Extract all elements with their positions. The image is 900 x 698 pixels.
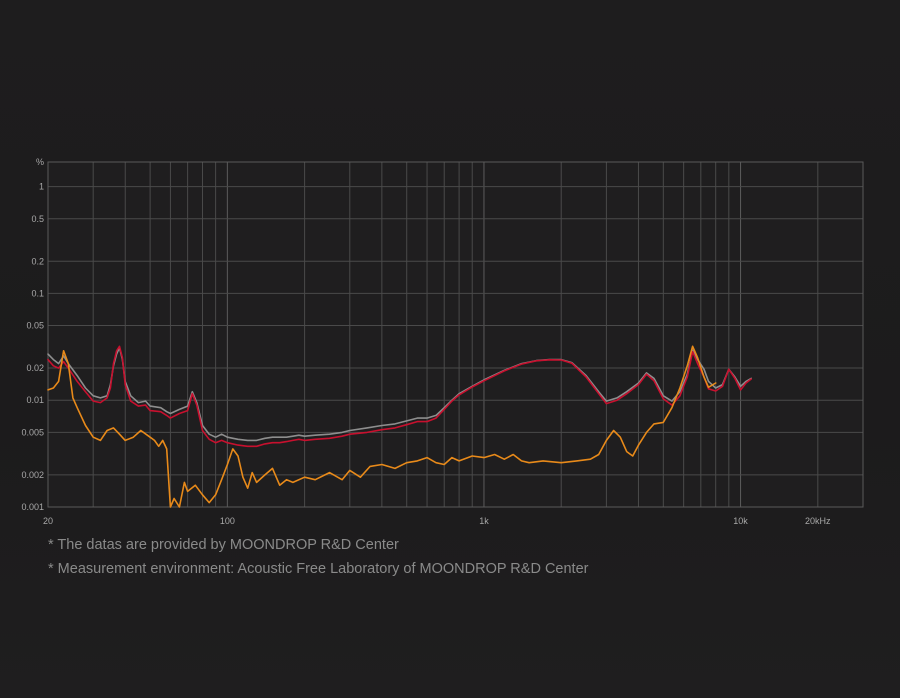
plot-frame [47, 161, 864, 508]
x-tick-label: 100 [220, 516, 235, 526]
y-tick-label: 0.5 [31, 214, 44, 224]
note-measurement-environment: * Measurement environment: Acoustic Free… [48, 561, 589, 577]
y-tick-label: 1 [39, 182, 44, 192]
y-tick-label: 0.005 [21, 427, 44, 437]
y-tick-label: 0.01 [26, 395, 44, 405]
series-lines [47, 345, 752, 508]
y-tick-label: 0.2 [31, 256, 44, 266]
grid [48, 162, 863, 507]
x-tick-label: 10k [733, 516, 748, 526]
note-data-source: * The datas are provided by MOONDROP R&D… [48, 537, 399, 553]
y-tick-label: 0.05 [26, 321, 44, 331]
y-tick-label: 0.002 [21, 470, 44, 480]
y-tick-label: 0.02 [26, 363, 44, 373]
axis-labels: 1 0.5 0.2 0.1 0.05 0.02 0.01 0.005 0.002 0.001% 20… [21, 157, 831, 526]
y-tick-label: 0.1 [31, 288, 44, 298]
x-tick-label: 1k [479, 516, 489, 526]
x-tick-label: 20kHz [805, 516, 831, 526]
series-line-3 [47, 345, 717, 508]
y-unit-label: % [36, 157, 44, 167]
x-tick-label: 20 [43, 516, 53, 526]
series-line-2 [47, 345, 752, 448]
plot-background [48, 162, 863, 507]
y-tick-label: 0.001 [21, 502, 44, 512]
